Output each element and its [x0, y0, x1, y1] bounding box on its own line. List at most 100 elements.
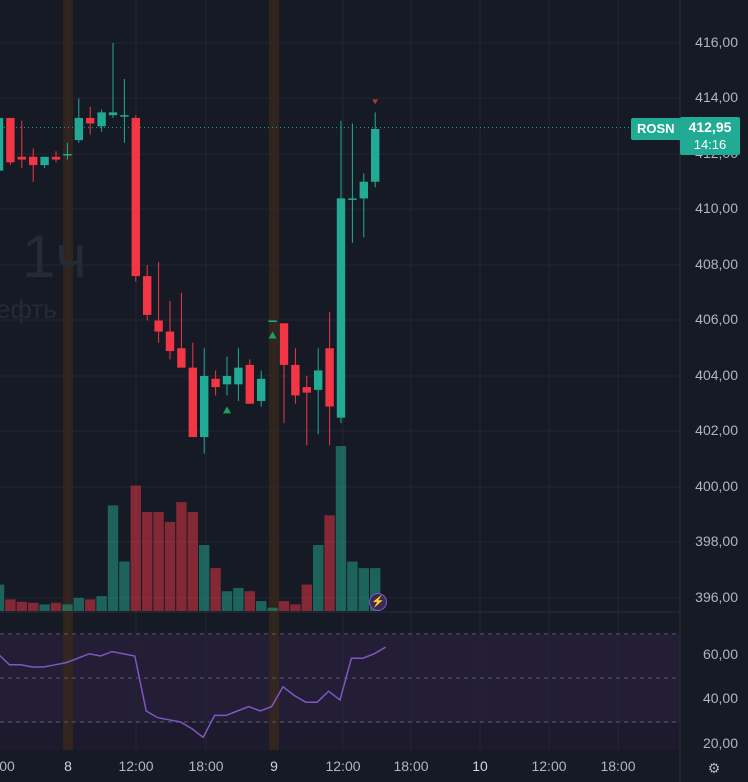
symbol-tag: ROSN	[631, 118, 681, 140]
volume-bar	[267, 607, 278, 611]
candle-body	[222, 376, 232, 385]
volume-bar	[210, 568, 221, 611]
volume-bar	[16, 601, 27, 611]
last-price-tag: 412,95 14:16	[680, 117, 740, 155]
volume-bar	[221, 591, 233, 611]
price-axis-label: 396,00	[695, 589, 738, 605]
volume-bar	[370, 568, 381, 611]
volume-bar	[73, 597, 84, 611]
candle-body	[86, 117, 95, 124]
volume-bar	[153, 512, 164, 611]
watermark-interval: 1ч	[22, 223, 87, 290]
candle-body	[40, 156, 49, 166]
lightning-icon[interactable]: ⚡	[369, 593, 387, 611]
volume-bar	[256, 601, 267, 611]
time-axis-label: 12:00	[531, 758, 567, 774]
volume-bar	[96, 596, 107, 611]
price-axis-label: 408,00	[695, 256, 738, 272]
rsi-axis-label: 40,00	[702, 690, 738, 706]
price-axis-label: 414,00	[695, 89, 738, 105]
candle-body	[257, 378, 266, 401]
volume-bar	[39, 604, 50, 611]
volume-bar	[164, 521, 176, 611]
candle-body	[177, 348, 186, 368]
time-axis-label: 12:00	[118, 758, 154, 774]
time-axis-label: 12:00	[325, 758, 361, 774]
signal-up-triangle	[268, 331, 277, 339]
rsi-axis-label: 20,00	[702, 735, 738, 751]
volume-bar	[0, 584, 5, 611]
candle-body	[51, 156, 61, 160]
volume-bar	[301, 584, 312, 611]
rsi-line	[0, 646, 386, 739]
candle-body	[131, 117, 140, 277]
volume-bar	[28, 602, 39, 611]
price-axis-label: 406,00	[695, 311, 738, 327]
volume-bar	[5, 599, 16, 611]
volume-bar	[142, 512, 153, 611]
volume-bar	[50, 602, 62, 611]
volume-bar	[107, 505, 119, 611]
candle-body	[0, 117, 4, 171]
price-axis-label: 410,00	[695, 200, 738, 216]
candle-body	[279, 323, 289, 365]
watermark-name: ефть	[0, 294, 57, 324]
candle-body	[325, 348, 334, 407]
session-break	[269, 0, 279, 750]
volume-bar	[130, 485, 141, 611]
price-axis-label: 400,00	[695, 478, 738, 494]
last-price-value: 412,95	[688, 119, 732, 135]
price-axis-label: 398,00	[695, 533, 738, 549]
volume-bar	[187, 512, 198, 611]
candle-body	[74, 117, 83, 141]
settings-gear-icon[interactable]: ⚙	[707, 760, 721, 776]
time-axis-label: 18:00	[600, 758, 636, 774]
volume-bar	[290, 604, 301, 611]
volume-bar	[335, 446, 347, 611]
candle-body	[302, 387, 311, 393]
time-axis-label: 18:00	[393, 758, 429, 774]
volume-bar	[62, 604, 73, 611]
candle-body	[188, 367, 197, 438]
candle-body	[108, 112, 118, 116]
candle-body	[211, 378, 220, 388]
rsi-axis-label: 60,00	[702, 646, 738, 662]
time-axis-label: 8	[64, 758, 72, 774]
time-axis-label: 00	[0, 758, 15, 774]
candle-body	[291, 364, 300, 396]
candle-body	[143, 276, 152, 315]
candle-body	[29, 156, 38, 166]
price-axis-label: 416,00	[695, 34, 738, 50]
bar-countdown: 14:16	[693, 137, 727, 152]
candle-body	[359, 181, 368, 199]
signal-down-triangle	[372, 99, 379, 105]
candle-body	[234, 367, 243, 385]
volume-bar	[324, 515, 335, 611]
volume-bar	[176, 502, 187, 611]
candle-body	[63, 154, 72, 156]
candle-body	[245, 364, 254, 404]
candle-body	[6, 117, 15, 163]
volume-bar	[233, 587, 244, 611]
candle-body	[97, 112, 106, 127]
volume-bar	[278, 601, 290, 611]
time-axis-label: 10	[472, 758, 488, 774]
candle-body	[268, 320, 277, 322]
price-axis-label: 402,00	[695, 422, 738, 438]
candle-body	[348, 198, 357, 200]
candle-body	[165, 331, 175, 352]
candle-body	[200, 376, 209, 438]
time-axis-label: 18:00	[188, 758, 224, 774]
price-axis-label: 404,00	[695, 367, 738, 383]
candle-body	[314, 370, 323, 390]
volume-bar	[85, 599, 96, 611]
rsi-band	[0, 635, 680, 723]
volume-bar	[244, 591, 255, 611]
volume-bar	[347, 561, 358, 611]
signal-up-triangle	[223, 406, 231, 414]
volume-bar	[313, 545, 324, 611]
candle-body	[336, 198, 346, 418]
volume-bar	[199, 545, 210, 611]
candle-body	[154, 320, 163, 332]
